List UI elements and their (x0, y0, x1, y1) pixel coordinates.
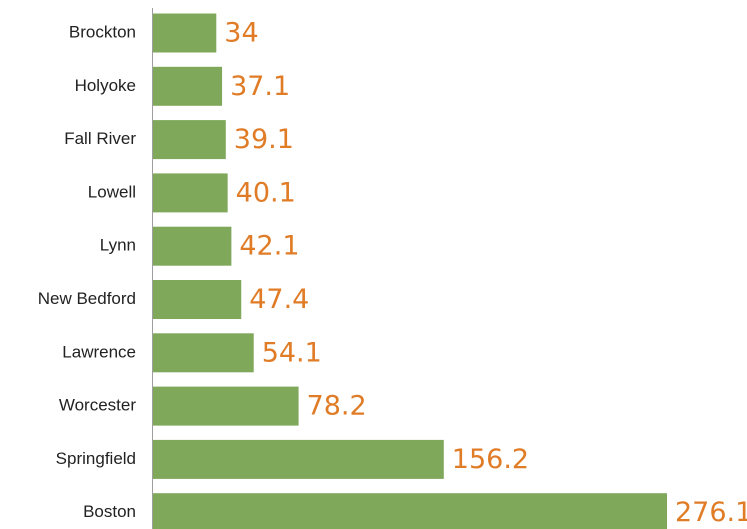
category-label: Lowell (88, 182, 136, 201)
value-label: 78.2 (307, 391, 367, 422)
value-label: 276.1 (675, 497, 747, 528)
bar-boston (153, 493, 667, 529)
value-label: 47.4 (249, 284, 309, 315)
bar-lynn (153, 226, 232, 266)
value-label: 40.1 (236, 177, 296, 208)
bar-worcester (153, 386, 299, 426)
value-label: 34 (224, 18, 258, 49)
category-label: Lawrence (62, 342, 136, 361)
bar-brockton (153, 13, 217, 53)
value-labels-group: 34 37.1 39.1 40.1 42.1 47.4 54.1 78.2 156.2 276.1 (224, 18, 747, 529)
category-label: Springfield (56, 449, 136, 468)
category-label: Lynn (100, 236, 136, 255)
category-label: Worcester (59, 396, 136, 415)
value-label: 156.2 (452, 444, 529, 475)
category-label: Holyoke (75, 76, 136, 95)
bars-group (153, 13, 667, 529)
value-label: 42.1 (239, 231, 299, 262)
category-label: Boston (83, 502, 136, 521)
bar-fall-river (153, 120, 226, 160)
category-labels-group: Brockton Holyoke Fall River Lowell Lynn New B… (38, 22, 137, 521)
bar-springfield (153, 439, 444, 479)
category-label: Fall River (64, 129, 136, 148)
bar-new-bedford (153, 280, 242, 319)
category-label: Brockton (69, 22, 136, 41)
value-label: 37.1 (230, 71, 290, 102)
bar-lawrence (153, 333, 254, 373)
bar-holyoke (153, 66, 223, 106)
value-label: 39.1 (234, 124, 294, 155)
category-label: New Bedford (38, 289, 136, 308)
bar-lowell (153, 173, 228, 213)
value-label: 54.1 (262, 337, 322, 368)
